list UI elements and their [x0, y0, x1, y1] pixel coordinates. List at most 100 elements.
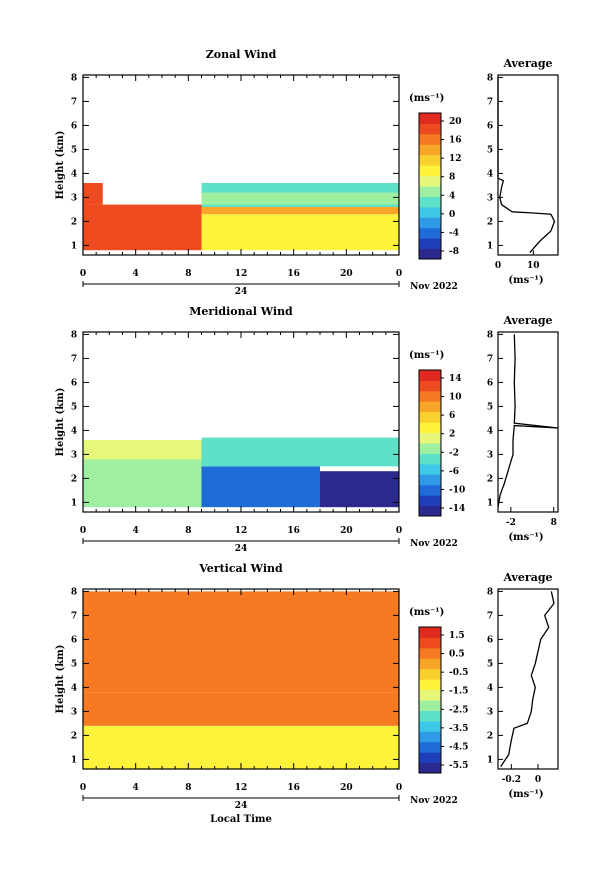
- x-tick-label: 20: [340, 526, 353, 536]
- x-tick-label: 0: [80, 269, 86, 279]
- colorbar-tick-label: -4.5: [449, 742, 468, 752]
- profile-y-tick-label: 6: [487, 635, 493, 645]
- colorbar-tick-label: -1.5: [449, 687, 468, 697]
- y-axis-label: Height (km): [55, 645, 66, 714]
- colorbar-swatch: [419, 133, 441, 145]
- profile-y-tick-label: 5: [487, 402, 493, 412]
- profile-line: [500, 591, 555, 767]
- colorbar-swatch: [419, 689, 441, 701]
- colorbar-swatch: [419, 731, 441, 743]
- y-tick-label: 1: [71, 241, 77, 251]
- colorbar-tick-label: 20: [449, 117, 462, 127]
- colorbar-tick-label: -10: [449, 485, 465, 495]
- colorbar-swatch: [419, 432, 441, 444]
- day-label: 24: [235, 544, 248, 554]
- profile-y-tick-label: 3: [487, 193, 493, 203]
- heatmap-region: [201, 437, 399, 467]
- y-axis-label: Height (km): [55, 388, 66, 457]
- colorbar-tick-label: 1.5: [449, 631, 465, 641]
- x-tick-label: 4: [133, 526, 139, 536]
- heatmap-region: [83, 440, 202, 460]
- x-tick-label: 20: [340, 783, 353, 793]
- colorbar-swatch: [419, 443, 441, 454]
- colorbar-tick-label: 12: [449, 154, 462, 164]
- heatmap-region: [201, 207, 399, 215]
- x-tick-label: 0: [396, 783, 402, 793]
- colorbar-swatch: [419, 752, 441, 764]
- y-tick-label: 7: [71, 354, 77, 364]
- y-tick-label: 3: [71, 193, 77, 203]
- colorbar-swatch: [419, 637, 441, 649]
- profile-y-tick-label: 4: [487, 683, 493, 693]
- profile-x-tick-label: -2: [506, 518, 516, 528]
- profile-y-tick-label: 8: [487, 330, 493, 340]
- colorbar-swatch: [419, 658, 441, 670]
- colorbar-tick-label: -5.5: [449, 761, 468, 771]
- colorbar-unit: (ms⁻¹): [409, 93, 444, 104]
- x-tick-label: 4: [133, 783, 139, 793]
- colorbar-swatch: [419, 186, 441, 197]
- date-label: Nov 2022: [410, 282, 458, 292]
- profile-title: Average: [502, 57, 552, 70]
- y-tick-label: 6: [71, 121, 77, 131]
- colorbar-unit: (ms⁻¹): [409, 350, 444, 361]
- profile-y-tick-label: 1: [487, 755, 493, 765]
- y-tick-label: 6: [71, 635, 77, 645]
- profile-y-tick-label: 7: [487, 611, 493, 621]
- x-tick-label: 12: [235, 269, 248, 279]
- colorbar-swatch: [419, 411, 441, 423]
- panel-title: Zonal Wind: [206, 48, 277, 61]
- x-tick-label: 20: [340, 269, 353, 279]
- colorbar-swatch: [419, 196, 441, 208]
- y-tick-label: 1: [71, 498, 77, 508]
- colorbar-swatch: [419, 700, 441, 711]
- colorbar-swatch: [419, 390, 441, 402]
- colorbar-swatch: [419, 165, 441, 177]
- colorbar-tick-label: 6: [449, 411, 455, 421]
- day-label: 24: [235, 287, 248, 297]
- colorbar-swatch: [419, 463, 441, 475]
- heatmap-region: [83, 183, 103, 205]
- profile-x-label: (ms⁻¹): [508, 275, 543, 286]
- y-tick-label: 3: [71, 707, 77, 717]
- colorbar-swatch: [419, 453, 441, 465]
- y-tick-label: 4: [71, 683, 77, 693]
- x-tick-label: 12: [235, 526, 248, 536]
- profile-line: [497, 334, 559, 508]
- heatmap-region: [201, 466, 320, 508]
- colorbar-swatch: [419, 474, 441, 486]
- date-label: Nov 2022: [410, 539, 458, 549]
- colorbar-frame: [418, 369, 442, 517]
- x-tick-label: 0: [80, 783, 86, 793]
- colorbar-swatch: [419, 217, 441, 229]
- colorbar-swatch: [419, 370, 441, 381]
- profile-x-tick-label: 10: [527, 261, 540, 271]
- colorbar-swatch: [419, 495, 441, 507]
- profile-y-tick-label: 6: [487, 378, 493, 388]
- y-tick-label: 2: [71, 731, 77, 741]
- profile-y-tick-label: 4: [487, 169, 493, 179]
- heatmap-region: [83, 692, 399, 726]
- profile-y-tick-label: 8: [487, 587, 493, 597]
- colorbar-tick-label: -0.5: [449, 668, 468, 678]
- heatmap-region: [320, 471, 399, 508]
- profile-y-tick-label: 4: [487, 426, 493, 436]
- profile-x-label: (ms⁻¹): [508, 532, 543, 543]
- colorbar-tick-label: -8: [449, 247, 459, 257]
- y-tick-label: 7: [71, 97, 77, 107]
- profile-y-tick-label: 2: [487, 731, 493, 741]
- x-tick-label: 0: [80, 526, 86, 536]
- colorbar-swatch: [419, 679, 441, 691]
- y-tick-label: 2: [71, 474, 77, 484]
- profile-y-tick-label: 5: [487, 145, 493, 155]
- profile-x-tick-label: -0.2: [502, 775, 521, 785]
- colorbar-swatch: [419, 154, 441, 166]
- profile-x-tick-label: 0: [535, 775, 541, 785]
- colorbar-tick-label: 8: [449, 173, 455, 183]
- colorbar-tick-label: 4: [449, 191, 455, 201]
- colorbar-swatch: [419, 710, 441, 722]
- profile-title: Average: [502, 314, 552, 327]
